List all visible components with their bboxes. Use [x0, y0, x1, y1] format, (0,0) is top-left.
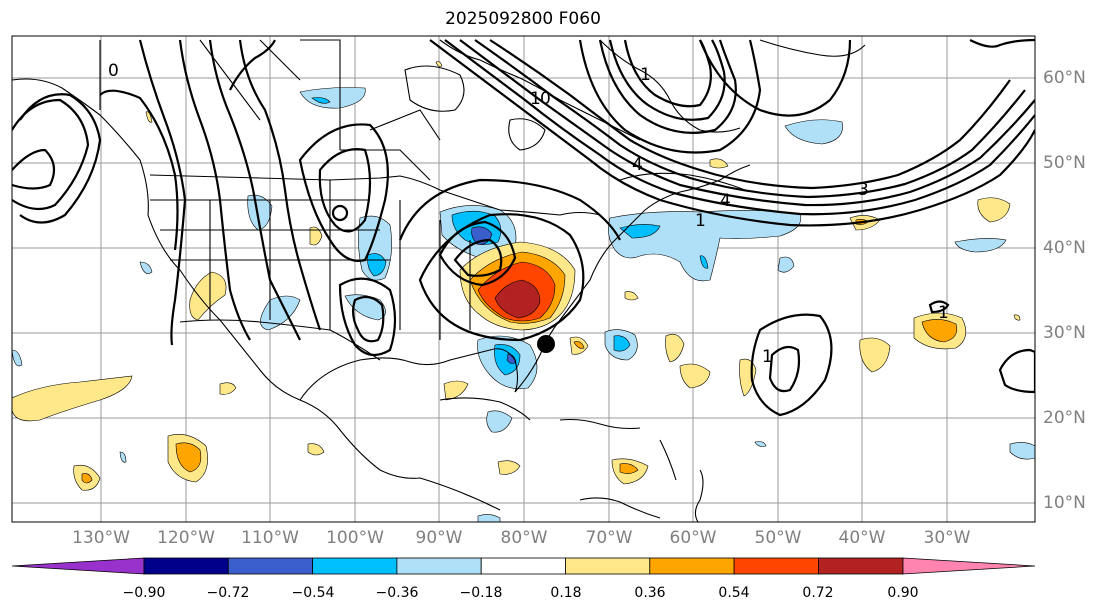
colorbar-segment [480, 557, 566, 575]
north-america-coast [12, 78, 501, 511]
contour-label: 1 [938, 303, 949, 323]
lat-label: 10°N [1043, 493, 1086, 513]
us-canada-border [149, 174, 601, 216]
lon-label: 90°W [415, 528, 463, 548]
lon-label: 130°W [72, 528, 130, 548]
contour-label: 3 [858, 180, 869, 200]
lon-label: 50°W [754, 528, 802, 548]
height-contours [12, 38, 1035, 417]
lon-label: 30°W [923, 528, 971, 548]
colorbar-segment [143, 557, 229, 575]
lon-label: 80°W [500, 528, 548, 548]
coastlines-borders [12, 39, 866, 522]
lat-label: 40°N [1043, 238, 1086, 258]
storm-center-marker [537, 335, 555, 353]
lat-label: 50°N [1043, 153, 1086, 173]
shaded-anomaly-fields [12, 61, 1035, 522]
colorbar-tick-label: −0.36 [375, 585, 419, 601]
colorbar-segment [733, 557, 819, 575]
contour-label: 1 [695, 211, 706, 231]
colorbar-tick-label: 0.36 [634, 585, 666, 601]
colorbar-segment [227, 557, 314, 575]
colorbar-segment [11, 557, 145, 575]
lon-label: 70°W [585, 528, 633, 548]
colorbar-segment [649, 557, 735, 575]
colorbar-tick-label: 0.90 [887, 585, 919, 601]
map-frame [11, 35, 1036, 523]
blue-anomaly-plains-core [367, 253, 387, 277]
lon-label: 120°W [157, 528, 215, 548]
colorbar-tick-label: −0.90 [122, 585, 166, 601]
colorbar-tick-label: −0.54 [291, 585, 335, 601]
lon-label: 110°W [241, 528, 299, 548]
colorbar-tick-label: 0.72 [802, 585, 834, 601]
colorbar-tick-label: 0.54 [718, 585, 750, 601]
lat-label: 20°N [1043, 408, 1086, 428]
map-title: 2025092800 F060 [445, 9, 601, 29]
contour-label: 1 [530, 89, 541, 109]
lon-label: 60°W [669, 528, 717, 548]
contour-label: 0 [540, 89, 551, 109]
colorbar-segment [902, 557, 1036, 575]
colorbar-segment [565, 557, 651, 575]
colorbar-tick-label: 0.18 [550, 585, 582, 601]
lat-label: 30°N [1043, 323, 1086, 343]
colorbar-tick-label: −0.18 [459, 585, 503, 601]
colorbar-segment [818, 557, 904, 575]
contour-label: 1 [762, 347, 773, 367]
contour-labels: 0 4 1 3 1 4 1 1 1 0 [108, 61, 949, 367]
lat-label: 60°N [1043, 68, 1086, 88]
lon-label: 100°W [326, 528, 384, 548]
colorbar [11, 557, 1036, 575]
colorbar-tick-label: −0.72 [206, 585, 250, 601]
contour-label: 4 [632, 155, 643, 175]
lon-label: 40°W [838, 528, 886, 548]
contour-label: 1 [640, 65, 651, 85]
colorbar-segment [312, 557, 398, 575]
contour-label: 4 [720, 191, 731, 211]
contour-label: 0 [108, 61, 119, 81]
colorbar-segment [396, 557, 482, 575]
